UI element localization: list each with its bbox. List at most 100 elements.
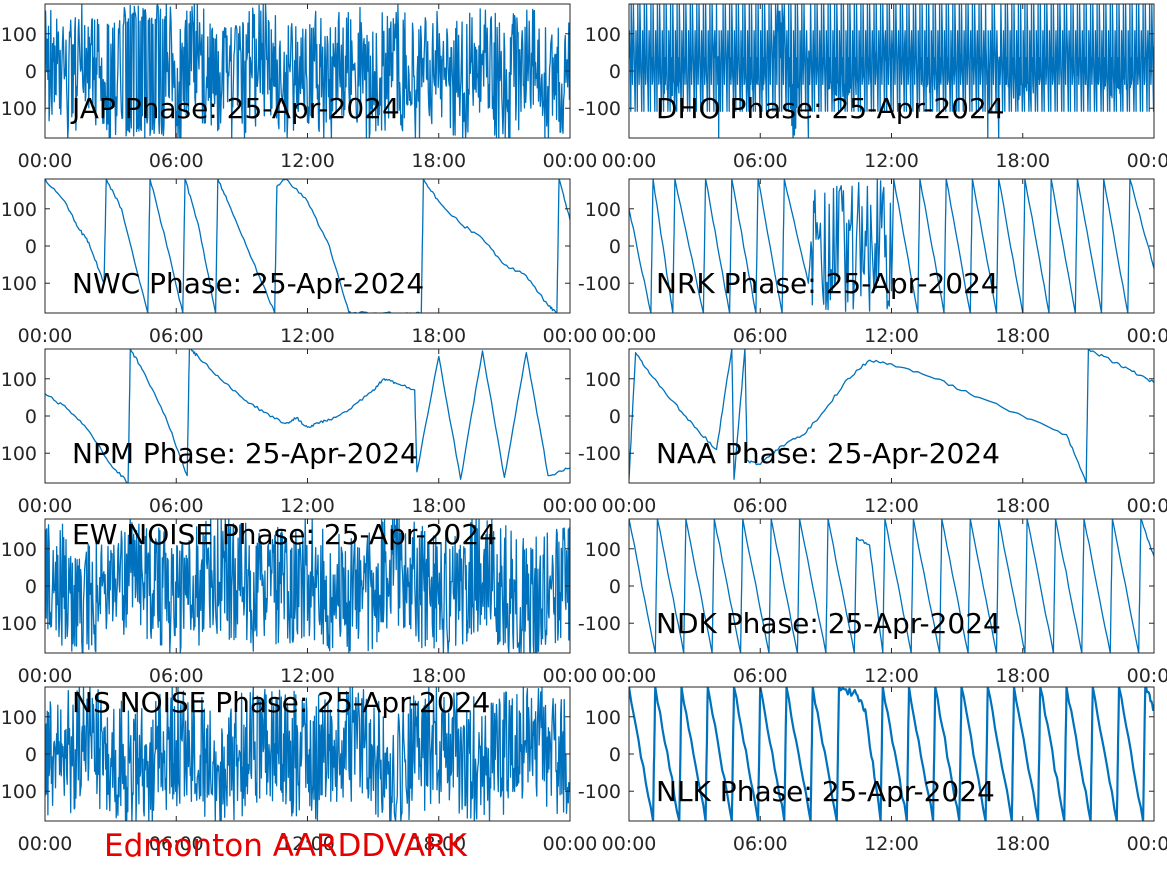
x-tick-label: 18:00 (411, 665, 466, 687)
x-tick-label: 00:00 (1127, 833, 1167, 855)
panel-6: -100 0 100 00:00 06:00 12:00 18:00 00:00 EW NOIS… (0, 518, 597, 687)
series-group (45, 687, 570, 821)
plot-area (629, 519, 1154, 653)
x-tick-label: 00:00 (543, 150, 598, 172)
x-tick-label: 00:00 (1127, 495, 1167, 517)
x-tick-label: 06:00 (733, 665, 788, 687)
series-line (629, 687, 1154, 821)
y-tick-label: 100 (1, 707, 37, 729)
y-tick-label: 0 (609, 61, 621, 83)
y-tick-label: 100 (585, 369, 621, 391)
y-tick-label: 100 (1, 369, 37, 391)
x-tick-label: 00:00 (18, 150, 73, 172)
y-tick-label: 0 (609, 744, 621, 766)
x-tick-label: 00:00 (1127, 325, 1167, 347)
x-tick-label: 12:00 (280, 665, 335, 687)
series-line (45, 179, 570, 313)
panel-title: EW NOISE Phase: 25-Apr-2024 (72, 518, 497, 551)
panel-title: NPM Phase: 25-Apr-2024 (72, 437, 418, 470)
station-label: Edmonton AARDDVARK (104, 828, 468, 864)
x-tick-label: 00:00 (602, 495, 657, 517)
x-tick-label: 00:00 (18, 833, 73, 855)
x-tick-label: 12:00 (864, 150, 919, 172)
series-group (629, 687, 1154, 821)
series-group (629, 519, 1154, 653)
y-tick-label: 0 (25, 744, 37, 766)
y-tick-label: -100 (578, 273, 621, 295)
x-tick-label: 12:00 (864, 665, 919, 687)
series-group (45, 349, 570, 483)
y-tick-label: 0 (25, 576, 37, 598)
x-tick-label: 06:00 (149, 665, 204, 687)
y-tick-label: 100 (1, 539, 37, 561)
y-tick-label: 0 (609, 406, 621, 428)
x-tick-label: 12:00 (280, 325, 335, 347)
x-tick-label: 18:00 (995, 495, 1050, 517)
x-tick-label: 00:00 (602, 150, 657, 172)
x-tick-label: 00:00 (543, 833, 598, 855)
series-group (45, 179, 570, 313)
series-line (629, 179, 1154, 313)
y-tick-label: -100 (578, 98, 621, 120)
x-tick-label: 00:00 (602, 665, 657, 687)
x-tick-label: 00:00 (1127, 150, 1167, 172)
x-tick-label: 00:00 (543, 495, 598, 517)
y-tick-label: -100 (0, 98, 37, 120)
y-tick-label: 0 (609, 576, 621, 598)
panel-title: NAA Phase: 25-Apr-2024 (656, 437, 1000, 470)
panel-0: -100 0 100 00:00 06:00 12:00 18:00 00:00 JAP Pha… (0, 3, 598, 172)
x-tick-label: 18:00 (411, 833, 466, 855)
panel-2: -100 0 100 00:00 06:00 12:00 18:00 00:00 NWC Pha… (0, 178, 597, 347)
x-tick-label: 00:00 (18, 665, 73, 687)
y-tick-label: -100 (578, 613, 621, 635)
panel-title: NDK Phase: 25-Apr-2024 (656, 607, 1001, 640)
series-group (629, 349, 1154, 483)
panel-1: -100 0 100 00:00 06:00 12:00 18:00 00:00 DHO Pha… (578, 3, 1167, 172)
series-line (45, 349, 570, 483)
x-tick-label: 00:00 (1127, 665, 1167, 687)
panel-4: -100 0 100 00:00 06:00 12:00 18:00 00:00 NPM Pha… (0, 348, 598, 517)
x-tick-label: 06:00 (149, 325, 204, 347)
x-tick-label: 18:00 (411, 325, 466, 347)
y-tick-label: -100 (578, 443, 621, 465)
y-tick-label: -100 (0, 443, 37, 465)
panel-title: NWC Phase: 25-Apr-2024 (72, 267, 424, 300)
x-tick-label: 18:00 (995, 833, 1050, 855)
y-tick-label: 100 (585, 539, 621, 561)
y-tick-label: 100 (585, 707, 621, 729)
x-tick-label: 06:00 (733, 495, 788, 517)
panel-title: NLK Phase: 25-Apr-2024 (656, 775, 995, 808)
x-tick-label: 18:00 (411, 150, 466, 172)
x-tick-label: 12:00 (864, 833, 919, 855)
x-tick-label: 18:00 (995, 150, 1050, 172)
panel-5: -100 0 100 00:00 06:00 12:00 18:00 00:00 NAA Pha… (578, 348, 1167, 517)
y-tick-label: 100 (585, 199, 621, 221)
panel-3: -100 0 100 00:00 06:00 12:00 18:00 00:00 NRK Pha… (578, 178, 1167, 347)
x-tick-label: 12:00 (280, 150, 335, 172)
x-tick-label: 06:00 (149, 495, 204, 517)
x-tick-label: 06:00 (149, 833, 204, 855)
y-tick-label: -100 (578, 781, 621, 803)
x-tick-label: 12:00 (280, 833, 335, 855)
panel-title: DHO Phase: 25-Apr-2024 (656, 92, 1005, 125)
x-tick-label: 06:00 (733, 150, 788, 172)
plot-area (629, 349, 1154, 483)
x-tick-label: 12:00 (864, 495, 919, 517)
series-line (45, 4, 570, 138)
y-tick-label: 100 (1, 24, 37, 46)
x-tick-label: 00:00 (18, 495, 73, 517)
series-group (45, 4, 570, 138)
panel-8: -100 0 100 00:00 06:00 12:00 18:00 00:00 NS NOIS… (0, 686, 597, 855)
series-line (629, 519, 1154, 653)
series-group (629, 179, 1154, 313)
y-tick-label: 0 (609, 236, 621, 258)
y-tick-label: 0 (25, 236, 37, 258)
series-group (45, 519, 570, 653)
x-tick-label: 00:00 (18, 325, 73, 347)
panel-title: NS NOISE Phase: 25-Apr-2024 (72, 686, 490, 719)
x-tick-label: 12:00 (280, 495, 335, 517)
x-tick-label: 06:00 (733, 325, 788, 347)
x-tick-label: 18:00 (995, 665, 1050, 687)
series-line (629, 4, 1154, 138)
